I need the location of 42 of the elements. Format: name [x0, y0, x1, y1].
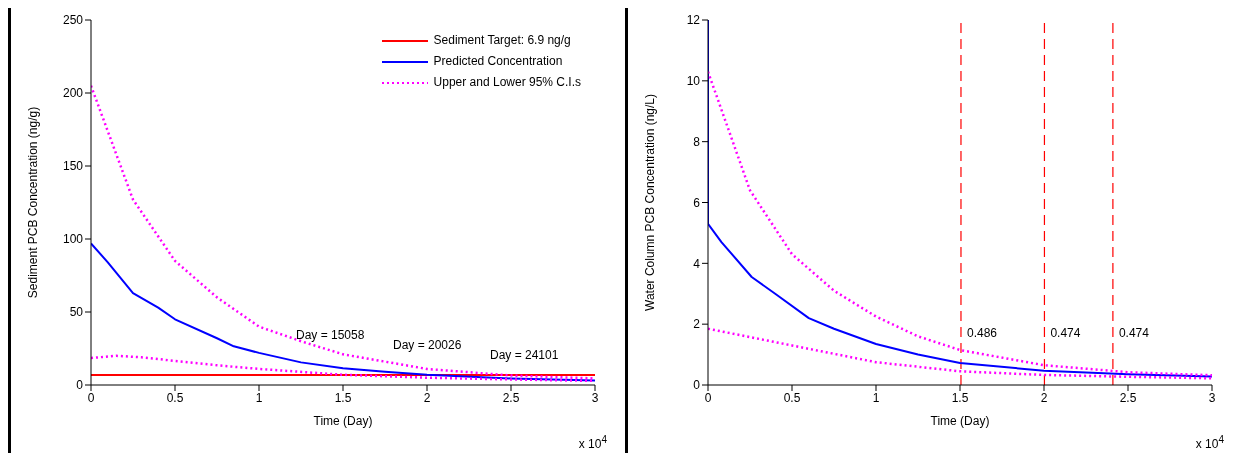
x-tick-label: 0.5: [166, 390, 184, 405]
y-tick-label: 6: [693, 195, 701, 210]
annotation: 0.486: [966, 326, 998, 340]
y-tick-label: 100: [62, 232, 84, 247]
annotation: 0.474: [1118, 326, 1150, 340]
x-tick-label: 2.5: [502, 390, 520, 405]
y-tick-label: 150: [62, 159, 84, 174]
y-tick-label: 0: [693, 378, 701, 393]
annotation: 0.474: [1050, 326, 1081, 340]
x-tick-label: 2.5: [1119, 390, 1137, 405]
text: x 10$^{4}$: [578, 434, 607, 451]
x-tick-label: 2: [423, 390, 431, 405]
x-tick-label: 3: [591, 390, 599, 405]
y-axis-title: Sediment PCB Concentration (ng/g): [26, 106, 41, 299]
legend-label: Predicted Concentration: [433, 53, 563, 70]
y-tick-label: 250: [62, 13, 84, 28]
x-axis-title: Time (Day): [313, 414, 373, 428]
x-tick-label: 0: [87, 390, 95, 405]
y-tick-label: 0: [76, 378, 84, 393]
x-tick-label: 1.5: [951, 390, 969, 405]
x-tick-label: 0: [704, 390, 712, 405]
y-tick-label: 4: [693, 256, 701, 271]
y-tick-label: 8: [693, 134, 701, 149]
legend-label: Sediment Target: 6.9 ng/g: [433, 32, 571, 49]
y-tick-label: 10: [686, 74, 701, 89]
legend-label: Upper and Lower 95% C.I.s: [433, 74, 581, 91]
x-tick-label: 1: [872, 390, 880, 405]
x-tick-label: 2: [1040, 390, 1048, 405]
y-tick-label: 50: [69, 305, 84, 320]
x-tick-label: 1: [255, 390, 263, 405]
x-axis-title: Time (Day): [930, 414, 990, 428]
x-tick-label: 0.5: [783, 390, 801, 405]
y-tick-label: 200: [62, 86, 84, 101]
annotation: Day = 15058: [296, 328, 365, 342]
text: x 10$^{4}$: [1195, 434, 1224, 451]
y-tick-label: 2: [693, 317, 701, 332]
annotation: Day = 24101: [490, 348, 559, 362]
x-tick-label: 3: [1208, 390, 1216, 405]
x-tick-label: 1.5: [334, 390, 352, 405]
annotation: Day = 20026: [393, 338, 462, 352]
y-axis-title: Water Column PCB Concentration (ng/L): [643, 94, 658, 311]
y-tick-label: 12: [686, 13, 701, 28]
